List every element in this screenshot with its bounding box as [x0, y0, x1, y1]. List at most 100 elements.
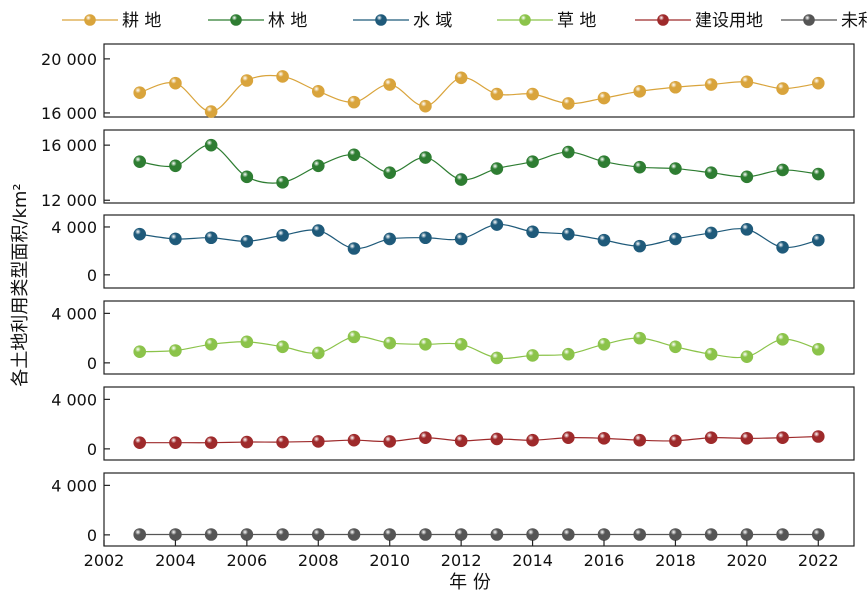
y-tick-label: 16 000: [41, 104, 97, 123]
data-point: [490, 432, 504, 446]
panel: 0 4 000: [51, 472, 855, 547]
x-tick-label: 2010: [369, 551, 410, 570]
series-line: [139, 223, 819, 250]
data-point: [454, 232, 468, 246]
data-point: [740, 350, 754, 363]
panel: 0 4 000: [51, 386, 855, 461]
data-point: [204, 436, 218, 449]
data-point: [526, 225, 539, 239]
panel: 0 4 000: [51, 300, 855, 375]
y-tick-label: 20 000: [41, 50, 97, 69]
data-point: [633, 331, 647, 345]
data-point: [704, 431, 718, 445]
data-point: [311, 346, 325, 360]
data-point: [597, 338, 611, 351]
data-point: [419, 528, 432, 541]
panel: 0 4 000: [51, 214, 855, 289]
data-point: [347, 330, 361, 344]
data-point: [561, 528, 575, 541]
legend-label: 未利用地: [841, 11, 867, 31]
data-point: [133, 436, 147, 449]
data-point: [169, 528, 182, 541]
data-point: [133, 528, 147, 541]
data-point: [276, 70, 289, 83]
data-point: [526, 87, 539, 101]
data-point: [704, 78, 718, 91]
data-point: [240, 235, 254, 248]
data-point: [276, 340, 289, 354]
data-point: [169, 76, 182, 90]
data-point: [633, 85, 647, 98]
data-point: [669, 434, 682, 448]
data-point: [669, 340, 682, 354]
y-tick-label: 0: [87, 526, 97, 545]
data-point: [454, 528, 468, 541]
data-point: [597, 91, 611, 105]
data-point: [490, 162, 504, 175]
data-point: [561, 97, 575, 110]
data-point: [704, 226, 718, 240]
legend-item: 林 地: [208, 11, 307, 31]
data-point: [169, 436, 182, 449]
panel: 12 000 16 000: [41, 129, 855, 210]
y-tick-label: 4 000: [51, 218, 97, 237]
data-point: [276, 176, 289, 189]
data-point: [383, 528, 397, 541]
legend-marker: [803, 14, 815, 26]
data-point: [347, 528, 361, 541]
x-tick-label: 2002: [84, 551, 125, 570]
data-point: [240, 335, 254, 349]
data-point: [347, 433, 361, 447]
y-tick-label: 0: [87, 440, 97, 459]
data-point: [276, 528, 289, 541]
data-point: [419, 338, 432, 351]
data-point: [776, 82, 789, 95]
x-tick-label: 2006: [226, 551, 267, 570]
x-tick-label: 2014: [512, 551, 553, 570]
x-tick-label: 2020: [726, 551, 767, 570]
data-point: [169, 159, 182, 173]
data-point: [169, 232, 182, 246]
data-point: [811, 528, 825, 541]
legend-marker: [84, 14, 96, 26]
legend-marker: [657, 14, 669, 26]
data-point: [454, 338, 468, 351]
legend-item: 草 地: [497, 11, 596, 31]
data-point: [240, 170, 254, 184]
data-point: [633, 239, 647, 253]
legend-item: 未利用地: [781, 11, 867, 31]
panel-frame: [103, 214, 855, 289]
data-point: [597, 528, 611, 541]
data-point: [347, 148, 361, 162]
data-point: [561, 145, 575, 159]
x-axis-label: 年 份: [449, 572, 491, 593]
data-point: [419, 99, 432, 113]
legend-label: 建设用地: [695, 11, 763, 31]
data-point: [633, 433, 647, 447]
data-point: [776, 163, 789, 177]
data-point: [704, 528, 718, 541]
data-point: [419, 431, 432, 445]
data-point: [597, 432, 611, 445]
legend-label: 水 域: [413, 11, 452, 31]
x-tick-label: 2022: [798, 551, 839, 570]
data-point: [169, 344, 182, 357]
legend-label: 草 地: [557, 11, 596, 31]
data-point: [204, 338, 218, 351]
data-point: [633, 160, 647, 174]
data-point: [633, 528, 647, 541]
data-point: [561, 347, 575, 361]
data-point: [204, 528, 218, 541]
legend: 耕 地 林 地 水 域 草 地 建设用地 未利用地: [62, 11, 867, 31]
data-point: [561, 431, 575, 445]
data-point: [454, 173, 468, 186]
data-point: [133, 155, 147, 168]
data-point: [811, 430, 825, 443]
data-point: [740, 528, 754, 541]
data-point: [740, 170, 754, 184]
legend-marker: [375, 14, 387, 26]
y-axis-label: 各土地利用类型面积/km²: [10, 183, 31, 386]
legend-item: 水 域: [353, 11, 452, 31]
data-point: [133, 86, 147, 99]
